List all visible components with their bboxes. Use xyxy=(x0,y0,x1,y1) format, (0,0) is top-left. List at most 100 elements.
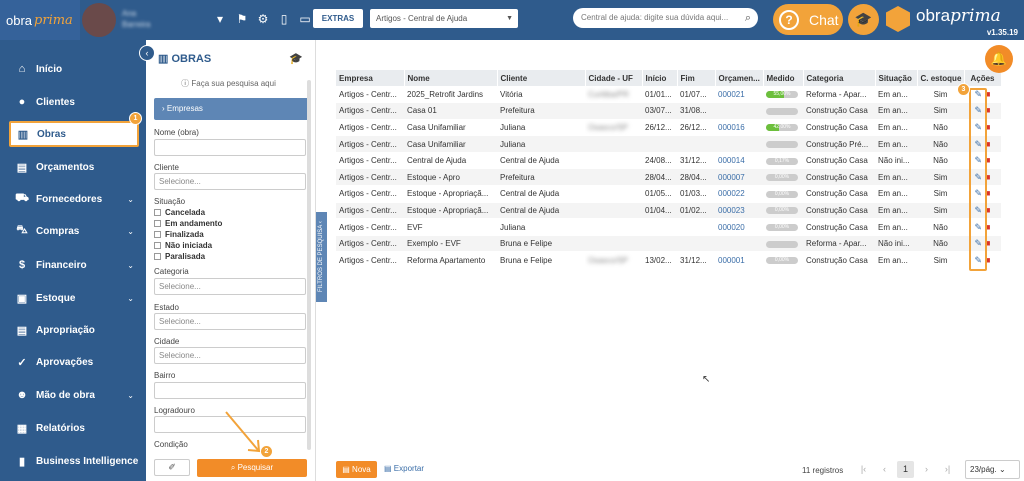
table-row[interactable]: Artigos - Centr... Central de Ajuda Centra… xyxy=(336,152,1001,170)
column-header[interactable]: Nome xyxy=(404,70,498,86)
table-row[interactable]: Artigos - Centr... EVF Juliana 000020 0,00% C… xyxy=(336,218,1001,236)
per-page-select[interactable]: 23/pág. ⌄ xyxy=(965,460,1020,479)
edit-icon[interactable]: ✎ xyxy=(974,221,983,232)
table-row[interactable]: Artigos - Centr... Casa Unifamiliar Julian… xyxy=(336,135,1001,153)
situacao-finalizada-checkbox[interactable]: Finalizada xyxy=(154,230,204,239)
situacao-nao-iniciada-checkbox[interactable]: Não iniciada xyxy=(154,241,212,250)
sidebar-item-inicio[interactable]: ⌂ Início xyxy=(0,54,146,84)
cell-orc[interactable]: 000023 xyxy=(715,202,763,220)
sidebar-item-business-intelligence[interactable]: ▮ Business Intelligence xyxy=(0,446,146,476)
chat-button[interactable]: ? Chat xyxy=(773,4,843,35)
filters-scrollbar[interactable] xyxy=(307,80,311,450)
column-header[interactable]: Empresa xyxy=(336,70,405,86)
trash-icon[interactable]: ■ xyxy=(985,105,991,116)
sidebar-item-fornecedores[interactable]: ⛟ Fornecedores ⌄ xyxy=(15,192,134,205)
situacao-em-andamento-checkbox[interactable]: Em andamento xyxy=(154,219,222,228)
table-row[interactable]: Artigos - Centr... Estoque - Apropriaçã..… xyxy=(336,202,1001,220)
graduation-cap-icon[interactable]: 🎓 xyxy=(289,53,303,65)
column-header[interactable]: Fim xyxy=(677,70,716,86)
help-search-input[interactable]: Central de ajuda: digite sua dúvida aqui… xyxy=(573,8,758,28)
table-row[interactable]: Artigos - Centr... 2025_Retrofit Jardins V… xyxy=(336,86,1001,104)
page-number[interactable]: 1 xyxy=(897,461,914,478)
cidade-select[interactable]: Selecione... xyxy=(154,347,306,364)
edit-icon[interactable]: ✎ xyxy=(974,171,983,182)
table-row[interactable]: Artigos - Centr... Casa Unifamiliar Julian… xyxy=(336,119,1001,137)
nome-input[interactable] xyxy=(154,139,306,156)
categoria-select[interactable]: Selecione... xyxy=(154,278,306,295)
search-icon[interactable]: ⌕ xyxy=(744,12,751,24)
sidebar-item-estoque[interactable]: ▣ Estoque ⌄ xyxy=(0,283,146,313)
edit-icon[interactable]: ✎ xyxy=(974,238,983,249)
cell-orc[interactable] xyxy=(715,102,763,120)
cliente-select[interactable]: Selecione... xyxy=(154,173,306,190)
table-row[interactable]: Artigos - Centr... Exemplo - EVF Bruna e F… xyxy=(336,235,1001,253)
table-row[interactable]: Artigos - Centr... Estoque - Apropriaçã..… xyxy=(336,185,1001,203)
edit-icon[interactable]: ✎ xyxy=(974,254,983,265)
sidebar-item-financeiro[interactable]: $ Financeiro ⌄ xyxy=(0,250,146,280)
table-row[interactable]: Artigos - Centr... Estoque - Apro Prefeitu… xyxy=(336,168,1001,187)
edit-icon[interactable]: ✎ xyxy=(974,105,983,116)
clear-filters-button[interactable]: ✐ xyxy=(154,459,190,476)
tab-empresas[interactable]: › Empresas xyxy=(154,98,309,120)
edit-icon[interactable]: ✎ xyxy=(974,188,983,199)
last-page-button[interactable]: ›| xyxy=(944,464,951,474)
edit-icon[interactable]: ✎ xyxy=(974,155,983,166)
cell-orc[interactable]: 000016 xyxy=(715,119,763,137)
column-header[interactable]: Orçamen... xyxy=(715,70,764,86)
search-button[interactable]: ⌕ Pesquisar xyxy=(197,459,307,477)
cell-orc[interactable]: 000014 xyxy=(715,152,763,170)
filters-vertical-tab[interactable]: FILTROS DE PESQUISA ‹ xyxy=(316,212,327,302)
column-header[interactable]: Categoria xyxy=(803,70,876,86)
sidebar-item-mao-de-obra[interactable]: ☻ Mão de obra ⌄ xyxy=(0,380,146,410)
flag-icon[interactable]: ⚑ xyxy=(236,12,248,26)
edit-icon[interactable]: ✎ xyxy=(974,121,983,132)
trash-icon[interactable]: ■ xyxy=(985,238,991,249)
column-header[interactable]: Início xyxy=(642,70,678,86)
trash-icon[interactable]: ■ xyxy=(985,88,991,99)
prev-page-button[interactable]: ‹ xyxy=(883,464,886,474)
export-button[interactable]: ▤ Exportar xyxy=(384,464,425,473)
chevron-down-icon[interactable]: ▾ xyxy=(216,12,224,26)
new-obra-button[interactable]: ▤ Nova xyxy=(336,461,377,478)
column-header[interactable]: C. estoque xyxy=(917,70,965,86)
trash-icon[interactable]: ■ xyxy=(985,204,991,215)
table-row[interactable]: Artigos - Centr... Casa 01 Prefeitura 03/07… xyxy=(336,102,1001,120)
cell-orc[interactable]: 000020 xyxy=(715,218,763,236)
table-row[interactable]: Artigos - Centr... Reforma Apartamento Bru… xyxy=(336,251,1001,270)
collapse-sidebar-button[interactable]: ‹ xyxy=(139,45,155,61)
notifications-bell-button[interactable]: 🔔 xyxy=(985,45,1013,73)
cell-orc[interactable]: 000007 xyxy=(715,168,763,187)
sidebar-item-relatorios[interactable]: ▦ Relatórios xyxy=(0,413,146,443)
trash-icon[interactable]: ■ xyxy=(985,138,991,149)
cell-orc[interactable]: 000021 xyxy=(715,86,763,104)
trash-icon[interactable]: ■ xyxy=(985,221,991,232)
cell-orc[interactable]: 000001 xyxy=(715,251,763,270)
column-header[interactable]: Cidade - UF xyxy=(585,70,643,86)
sidebar-item-clientes[interactable]: ● Clientes xyxy=(0,87,146,117)
column-header[interactable]: Medido xyxy=(763,70,804,86)
cell-orc[interactable]: 000022 xyxy=(715,185,763,203)
cell-orc[interactable] xyxy=(715,135,763,153)
situacao-paralisada-checkbox[interactable]: Paralisada xyxy=(154,252,205,261)
trash-icon[interactable]: ■ xyxy=(985,155,991,166)
sidebar-item-orcamentos[interactable]: ▤ Orçamentos xyxy=(0,152,146,182)
mobile-icon[interactable]: ▯ xyxy=(280,12,288,26)
extras-button[interactable]: EXTRAS xyxy=(313,9,363,28)
trash-icon[interactable]: ■ xyxy=(985,254,991,265)
estado-select[interactable]: Selecione... xyxy=(154,313,306,330)
first-page-button[interactable]: |‹ xyxy=(860,464,867,474)
column-header[interactable]: Cliente xyxy=(497,70,586,86)
edit-icon[interactable]: ✎ xyxy=(974,204,983,215)
column-header[interactable]: Situação xyxy=(875,70,918,86)
avatar[interactable] xyxy=(82,3,116,37)
next-page-button[interactable]: › xyxy=(925,464,928,474)
bairro-input[interactable] xyxy=(154,382,306,399)
situacao-cancelada-checkbox[interactable]: Cancelada xyxy=(154,208,205,217)
graduation-cap-button[interactable]: 🎓 xyxy=(848,4,879,35)
trash-icon[interactable]: ■ xyxy=(985,121,991,132)
sidebar-item-obras[interactable]: ▥ Obras xyxy=(9,121,139,147)
gear-icon[interactable]: ⚙ xyxy=(257,12,269,26)
trash-icon[interactable]: ■ xyxy=(985,171,991,182)
help-center-select[interactable]: Artigos - Central de Ajuda ▼ xyxy=(370,9,518,28)
sidebar-item-apropriacao[interactable]: ▤ Apropriação xyxy=(0,315,146,345)
